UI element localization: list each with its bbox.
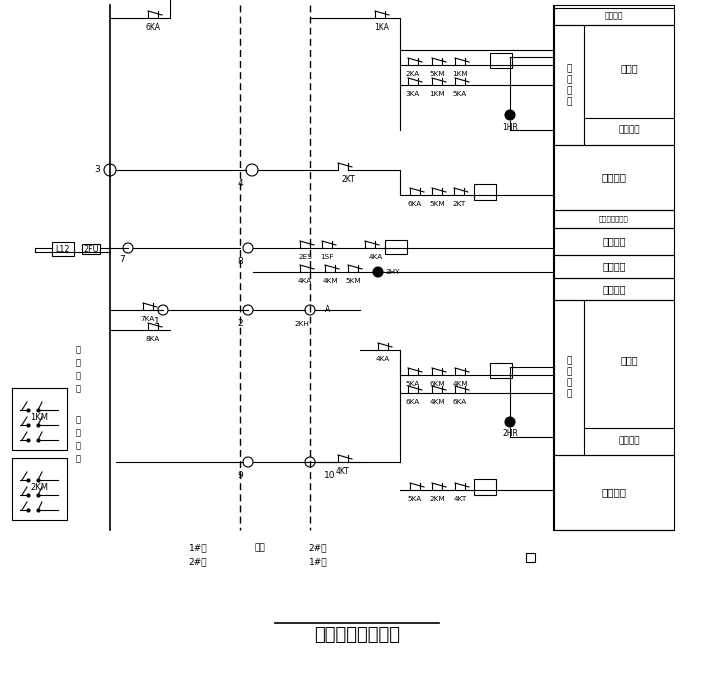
Text: 2HR: 2HR [502, 429, 518, 438]
Text: 4KT: 4KT [453, 496, 467, 502]
Text: 1KA: 1KA [375, 22, 389, 31]
Text: 2#用: 2#用 [308, 544, 327, 553]
Text: 5KM: 5KM [429, 71, 445, 77]
Bar [385, 240, 407, 254]
Text: 5KA: 5KA [453, 91, 467, 97]
Bar [82, 244, 100, 254]
Text: 4KM: 4KM [452, 381, 468, 387]
Text: 10: 10 [324, 472, 336, 480]
Text: 压: 压 [76, 371, 81, 380]
Text: 2ES: 2ES [298, 254, 312, 260]
Circle shape [505, 110, 515, 120]
Text: 5KA: 5KA [406, 381, 420, 387]
Text: 运行指示: 运行指示 [618, 436, 640, 445]
Text: 4: 4 [237, 179, 243, 188]
Text: 8: 8 [237, 258, 243, 267]
Bar [490, 53, 512, 68]
Text: 6KA: 6KA [406, 399, 420, 405]
Text: 自动控制: 自动控制 [605, 11, 623, 20]
Text: 1: 1 [154, 318, 160, 327]
Text: 3HY: 3HY [386, 269, 401, 275]
Text: 手动: 手动 [255, 544, 266, 553]
Text: 2FU: 2FU [84, 244, 99, 253]
Text: 6KA: 6KA [453, 399, 467, 405]
Text: 控制电源及保护: 控制电源及保护 [599, 216, 629, 222]
Text: 1HR: 1HR [502, 123, 518, 131]
Text: 9: 9 [237, 472, 243, 480]
Text: 5KA: 5KA [408, 496, 422, 502]
Text: 7KA: 7KA [141, 316, 155, 322]
Text: 4KM: 4KM [322, 278, 338, 284]
Text: 2KM: 2KM [30, 482, 48, 491]
Text: 3: 3 [94, 165, 100, 174]
Text: 2KT: 2KT [453, 201, 466, 207]
Text: 自动控制: 自动控制 [602, 284, 625, 294]
Bar [526, 553, 535, 562]
Bar [554, 5, 674, 530]
Text: 6KA: 6KA [408, 201, 422, 207]
Text: 变: 变 [76, 359, 81, 368]
Bar [12, 458, 67, 520]
Text: 7: 7 [119, 255, 125, 265]
Text: 2KA: 2KA [406, 71, 420, 77]
Bar [490, 363, 512, 378]
Bar [52, 242, 74, 256]
Text: 备用自投: 备用自投 [601, 172, 626, 182]
Text: 4KT: 4KT [336, 468, 350, 477]
Text: 4KA: 4KA [376, 356, 390, 362]
Text: 运: 运 [76, 442, 81, 450]
Text: 全
压
运
行: 全 压 运 行 [566, 356, 572, 398]
Text: 4KA: 4KA [298, 278, 312, 284]
Text: 运行指示: 运行指示 [618, 126, 640, 135]
Text: 手动控制: 手动控制 [602, 236, 625, 246]
Text: 1KM: 1KM [452, 71, 468, 77]
Text: 5KM: 5KM [429, 201, 445, 207]
Text: 8KA: 8KA [146, 336, 160, 342]
Text: 1KM: 1KM [429, 91, 445, 97]
Text: 2KM: 2KM [429, 496, 445, 502]
Bar [474, 479, 496, 495]
Text: 2: 2 [237, 320, 243, 329]
Text: 全: 全 [76, 415, 81, 424]
Circle shape [505, 417, 515, 427]
Text: 迟: 迟 [76, 346, 81, 355]
Text: 行: 行 [76, 454, 81, 463]
Bar [474, 184, 496, 200]
Bar [12, 388, 67, 450]
Text: 1KM: 1KM [30, 413, 48, 422]
Text: 2KT: 2KT [341, 175, 355, 184]
Text: A: A [326, 306, 331, 315]
Text: 2KH: 2KH [295, 321, 309, 327]
Text: 起: 起 [76, 385, 81, 394]
Circle shape [373, 267, 383, 277]
Text: 6KM: 6KM [429, 381, 445, 387]
Text: 4KA: 4KA [369, 254, 383, 260]
Text: 1#用: 1#用 [188, 544, 207, 553]
Text: 全
压
运
行: 全 压 运 行 [566, 64, 572, 106]
Text: 压: 压 [76, 429, 81, 438]
Text: 5KM: 5KM [345, 278, 361, 284]
Text: 故障指示: 故障指示 [602, 261, 625, 271]
Text: 稳压泵二次原理图: 稳压泵二次原理图 [314, 626, 400, 644]
Text: 6KA: 6KA [146, 22, 161, 31]
Text: 3KA: 3KA [406, 91, 420, 97]
Text: 接触器: 接触器 [620, 63, 638, 73]
Text: 2#备: 2#备 [188, 558, 207, 567]
Text: L12: L12 [56, 244, 70, 253]
Text: 接触器: 接触器 [620, 355, 638, 365]
Text: 1#备: 1#备 [308, 558, 327, 567]
Text: 4KM: 4KM [429, 399, 445, 405]
Text: 备用自投: 备用自投 [601, 487, 626, 497]
Text: 1SF: 1SF [321, 254, 333, 260]
